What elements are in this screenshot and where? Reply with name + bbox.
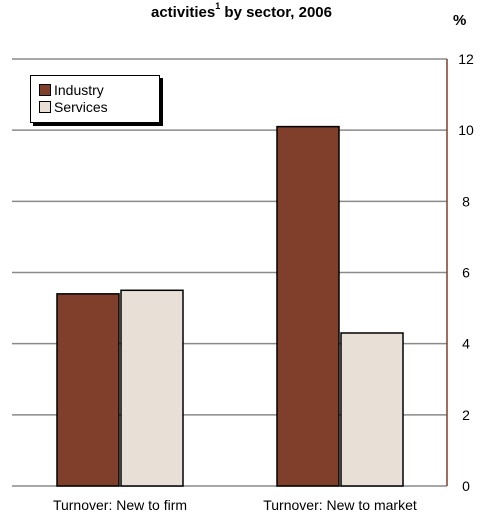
- title-main: activities: [151, 4, 216, 21]
- y-tick-label: 4: [462, 336, 470, 352]
- legend-label-industry: Industry: [54, 82, 104, 98]
- legend: Industry Services: [30, 75, 160, 123]
- bar-industry: [56, 293, 120, 487]
- y-tick-label: 0: [462, 478, 470, 494]
- bar-industry: [276, 125, 340, 487]
- legend-swatch-industry: [39, 84, 51, 96]
- y-tick-label: 2: [462, 407, 470, 423]
- x-tick-label: Turnover: New to market: [263, 497, 417, 513]
- legend-label-services: Services: [54, 99, 108, 115]
- y-tick-label: 12: [458, 51, 474, 67]
- x-tick-label: Turnover: New to firm: [53, 497, 187, 513]
- legend-swatch-services: [39, 101, 51, 113]
- bar-services: [120, 289, 184, 487]
- title-footnote-marker: 1: [215, 1, 221, 11]
- y-axis-unit: %: [453, 12, 467, 29]
- legend-item-services: Services: [39, 99, 108, 115]
- y-tick-label: 10: [458, 122, 474, 138]
- legend-item-industry: Industry: [39, 82, 104, 98]
- title-rest: by sector, 2006: [220, 4, 332, 21]
- bar-services: [340, 332, 404, 487]
- chart-title: activities1 by sector, 2006: [0, 1, 485, 21]
- y-tick-label: 6: [462, 265, 470, 281]
- y-tick-label: 8: [462, 193, 470, 209]
